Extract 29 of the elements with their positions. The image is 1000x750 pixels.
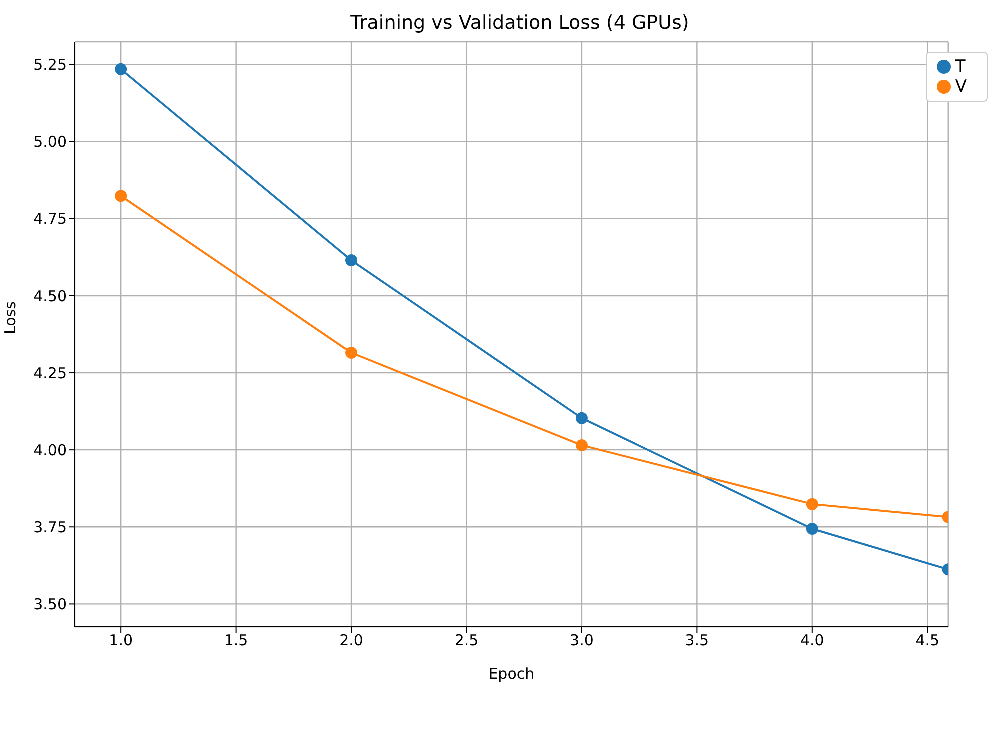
y-axis-title: Loss <box>1 301 20 334</box>
x-tick-label: 2.0 <box>340 632 364 650</box>
point <box>806 498 818 510</box>
legend-label: T <box>955 57 966 77</box>
x-axis-title: Epoch <box>488 665 535 683</box>
x-tick-label: 2.5 <box>454 632 479 650</box>
y-tick-label: 5.00 <box>34 133 67 152</box>
point <box>115 190 128 202</box>
x-tick-label: 3.0 <box>570 632 594 650</box>
x-tick-label: 1.0 <box>109 632 134 650</box>
point <box>576 412 588 424</box>
legend-label: V <box>955 77 967 97</box>
x-tick-label: 4.0 <box>800 632 824 650</box>
y-tick-label: 3.50 <box>34 596 67 614</box>
x-tick-label: 1.5 <box>224 632 248 650</box>
y-tick-label: 4.00 <box>34 441 67 460</box>
point <box>346 346 358 359</box>
y-tick-label: 5.25 <box>34 56 67 74</box>
x-tick-label: 3.5 <box>685 632 710 650</box>
y-tick-label: 4.50 <box>34 287 67 306</box>
y-tick-label: 4.25 <box>34 364 67 382</box>
y-tick-label: 3.75 <box>34 518 67 536</box>
point <box>115 63 128 76</box>
point <box>806 522 818 535</box>
chart-title: Training vs Validation Loss (4 GPUs) <box>350 12 690 34</box>
y-tick-label: 4.75 <box>34 210 67 228</box>
x-tick-label: 4.5 <box>916 632 940 650</box>
point <box>576 439 588 452</box>
point <box>346 254 358 267</box>
